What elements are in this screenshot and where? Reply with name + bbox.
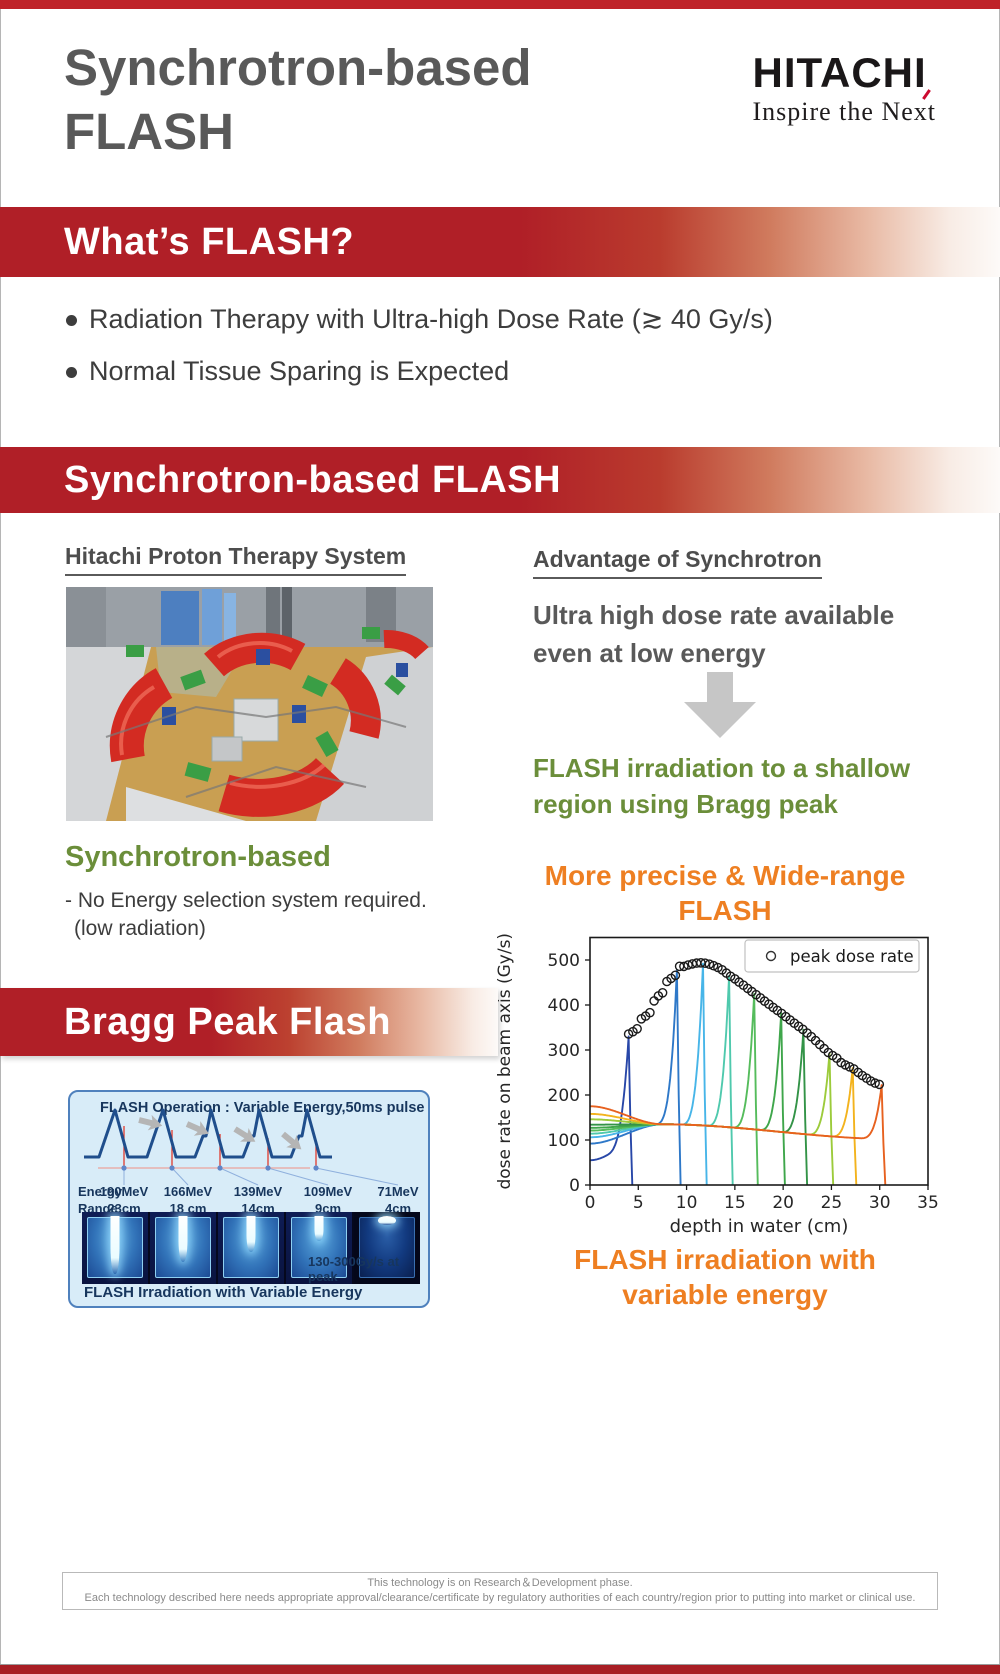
svg-text:200: 200 <box>548 1086 580 1106</box>
banner-whats-flash: What’s FLASH? <box>0 207 1000 277</box>
beam-radiograph <box>354 1212 420 1284</box>
diagram-footer-right: 130-300Gy/s at peak <box>308 1254 400 1284</box>
beam-streak <box>178 1216 188 1263</box>
chart-title: More precise & Wide-range FLASH <box>544 860 906 926</box>
svg-text:peak dose rate: peak dose rate <box>790 947 914 966</box>
banner-synchrotron-flash: Synchrotron-based FLASH <box>0 447 1000 513</box>
bullet-text: Normal Tissue Sparing is Expected <box>89 356 510 386</box>
svg-text:35: 35 <box>917 1193 939 1213</box>
synchrotron-photo <box>66 587 433 821</box>
water-phantom <box>358 1217 416 1278</box>
diagram-title: FLASH Operation : Variable Energy,50ms p… <box>100 1100 425 1116</box>
banner-bragg-peak-flash: Bragg Peak Flash <box>0 988 498 1056</box>
advantage-statement: Ultra high dose rate available even at l… <box>533 600 895 668</box>
banner-whats-flash-title: What’s FLASH? <box>64 220 355 263</box>
disclaimer-line2: Each technology described here needs app… <box>84 1592 916 1604</box>
hitachi-wordmark: HITACHI <box>752 49 927 96</box>
bullet-icon <box>66 367 77 378</box>
svg-text:500: 500 <box>548 951 580 971</box>
svg-text:0: 0 <box>585 1193 596 1213</box>
beam-radiograph <box>82 1212 148 1284</box>
dose-rate-chart-svg: 0 5 10 15 20 25 30 35 0 100 200 300 400 500 depth in w… <box>495 933 939 1237</box>
disclaimer-box: This technology is on Research＆Developme… <box>62 1572 938 1610</box>
bottom-red-bar <box>0 1664 1000 1674</box>
beam-streak <box>378 1216 396 1225</box>
beam-streak <box>246 1216 256 1253</box>
down-arrow-icon <box>684 672 756 743</box>
left-column-heading: Hitachi Proton Therapy System <box>65 543 407 576</box>
svg-text:dose rate on beam axis (Gy/s): dose rate on beam axis (Gy/s) <box>495 933 515 1190</box>
svg-text:20: 20 <box>772 1193 794 1213</box>
svg-text:100: 100 <box>548 1131 580 1151</box>
dose-rate-chart: 0 5 10 15 20 25 30 35 0 100 200 300 400 500 depth in w… <box>490 928 960 1238</box>
beam-radiograph <box>286 1212 352 1284</box>
energy-value: 166MeV <box>163 1184 213 1199</box>
svg-text:400: 400 <box>548 996 580 1016</box>
svg-text:0: 0 <box>569 1176 580 1196</box>
synchrotron-photo-graphic <box>66 587 433 821</box>
flash-operation-diagram: FLASH Operation : Variable Energy,50ms p… <box>68 1090 430 1308</box>
svg-text:300: 300 <box>548 1041 580 1061</box>
energy-value: 139MeV <box>233 1184 283 1199</box>
row-label-energy: Energy <box>78 1184 123 1199</box>
left-subheading: Synchrotron-based <box>65 841 331 873</box>
left-note-line1: - No Energy selection system required. <box>65 889 427 912</box>
page-title-line2: FLASH <box>64 103 234 160</box>
energy-value: 71MeV <box>377 1184 419 1199</box>
page-title: Synchrotron-based FLASH <box>64 36 532 164</box>
bullet-icon <box>66 315 77 326</box>
banner-bragg-peak-flash-title: Bragg Peak Flash <box>64 1000 391 1043</box>
bullet-item: Radiation Therapy with Ultra-high Dose R… <box>66 304 773 335</box>
hitachi-tagline: Inspire the Next <box>752 89 936 127</box>
top-red-bar <box>0 0 1000 9</box>
beam-radiograph-strip <box>82 1212 420 1284</box>
svg-text:5: 5 <box>633 1193 644 1213</box>
bullet-item: Normal Tissue Sparing is Expected <box>66 356 509 387</box>
disclaimer-line1: This technology is on Research＆Developme… <box>367 1577 633 1589</box>
energy-value: 109MeV <box>303 1184 353 1199</box>
svg-text:25: 25 <box>821 1193 843 1213</box>
page-title-line1: Synchrotron-based <box>64 39 532 96</box>
pulse-train-graphic <box>84 1108 399 1186</box>
svg-text:15: 15 <box>724 1193 746 1213</box>
bullet-text: Radiation Therapy with Ultra-high Dose R… <box>89 304 773 334</box>
chart-caption: FLASH irradiation with variable energy <box>574 1244 876 1310</box>
hitachi-logo: HITACHI Inspire the Next <box>752 52 936 127</box>
svg-text:10: 10 <box>676 1193 698 1213</box>
conclusion-statement: FLASH irradiation to a shallow region us… <box>533 753 911 819</box>
svg-text:30: 30 <box>869 1193 891 1213</box>
energy-value: 190MeV <box>99 1184 149 1199</box>
diagram-footer-left: FLASH Irradiation with Variable Energy <box>84 1284 363 1301</box>
beam-radiograph <box>150 1212 216 1284</box>
beam-streak <box>110 1216 120 1274</box>
right-column-heading: Advantage of Synchrotron <box>533 546 822 579</box>
banner-synchrotron-flash-title: Synchrotron-based FLASH <box>64 458 562 501</box>
beam-radiograph <box>218 1212 284 1284</box>
svg-text:depth in water (cm): depth in water (cm) <box>670 1216 849 1237</box>
beam-streak <box>314 1216 324 1241</box>
left-note-line2: (low radiation) <box>74 917 206 940</box>
